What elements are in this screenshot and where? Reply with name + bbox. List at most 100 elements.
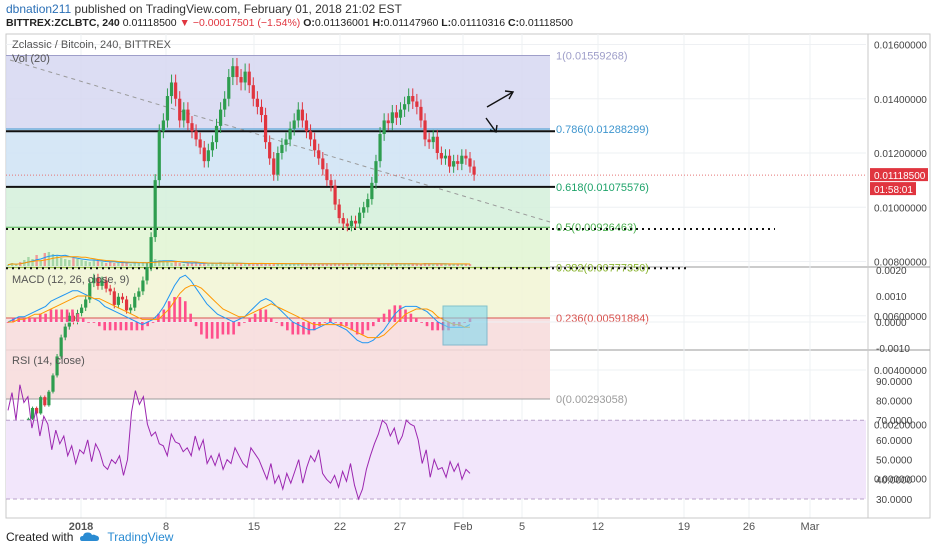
candle-body [39, 397, 43, 414]
volume-bar [125, 263, 128, 266]
footer: Created with TradingView [6, 530, 173, 544]
high-label: H: [372, 17, 384, 29]
candle-body [161, 120, 165, 132]
macd-histogram-bar [205, 322, 209, 339]
candle-body [243, 71, 247, 83]
volume-bar [256, 264, 259, 266]
macd-histogram-bar [221, 322, 225, 335]
macd-histogram-bar [334, 322, 337, 323]
volume-bar [194, 262, 198, 266]
volume-bar [207, 264, 210, 266]
volume-bar [427, 264, 431, 266]
candle-body [194, 131, 198, 140]
macd-histogram-bar [76, 313, 80, 322]
candle-body [398, 109, 403, 118]
candle-body [214, 125, 219, 143]
candle-body [325, 169, 329, 181]
candle-body [47, 391, 51, 406]
macd-histogram-bar [33, 317, 37, 322]
macd-histogram-bar [414, 317, 418, 322]
candle-body [472, 166, 476, 175]
candle-body [423, 120, 427, 140]
candle-body [129, 307, 133, 311]
volume-bar [460, 264, 464, 266]
volume-bar [174, 262, 177, 266]
candle-body [382, 120, 386, 135]
volume-bar [423, 263, 427, 266]
x-tick-label: 12 [592, 521, 604, 533]
volume-bar [407, 264, 410, 266]
fib-zone [6, 186, 550, 228]
down-arrow-icon [485, 117, 497, 133]
candle-body [67, 315, 71, 327]
volume-bar [378, 264, 382, 266]
macd-histogram-bar [398, 305, 402, 322]
volume-bar [141, 262, 145, 266]
down-arrow-head-icon [489, 124, 498, 133]
macd-histogram-bar [404, 309, 407, 322]
rsi-tick-label: 50.0000 [876, 456, 913, 467]
candle-body [165, 96, 170, 121]
high-value: 0.01147960 [383, 17, 439, 29]
volume-bar [391, 264, 394, 266]
macd-histogram-bar [146, 322, 149, 327]
candle-body [92, 277, 96, 284]
candle-body [304, 120, 309, 132]
candle-body [79, 307, 84, 314]
candle-body [198, 139, 202, 148]
candle-body [345, 223, 349, 227]
volume-bar [227, 264, 230, 266]
candle-body [407, 96, 411, 105]
candle-body [280, 144, 284, 153]
macd-histogram-bar [114, 322, 117, 331]
volume-bar [158, 260, 161, 266]
candle-body [182, 109, 186, 121]
candle-body [411, 96, 415, 102]
macd-pane-title: MACD (12, 26, close, 9) [12, 274, 129, 286]
macd-histogram-bar [28, 317, 31, 322]
macd-histogram-bar [350, 322, 354, 331]
candle-body [443, 155, 448, 159]
tradingview-link[interactable]: TradingView [107, 530, 174, 544]
volume-bar [182, 264, 186, 266]
macd-histogram-bar [339, 322, 343, 327]
macd-histogram-bar [329, 317, 332, 322]
macd-histogram-bar [280, 322, 284, 327]
created-with-label: Created with [6, 530, 74, 544]
candle-body [174, 82, 178, 99]
open-value: 0.01136001 [314, 17, 370, 29]
candle-body [308, 131, 313, 140]
macd-histogram-bar [65, 309, 69, 322]
macd-histogram-bar [87, 322, 90, 323]
candle-body [378, 134, 382, 162]
candle-body [333, 185, 337, 205]
volume-bar [317, 264, 320, 266]
macd-histogram-bar [183, 301, 187, 322]
candle-body [227, 77, 231, 99]
volume-bar [329, 264, 333, 266]
macd-histogram-bar [237, 322, 241, 327]
candle-body [145, 266, 149, 281]
volume-bar [350, 264, 353, 266]
volume-bar [186, 263, 190, 266]
change-value: −0.00017501 (−1.54%) [192, 17, 301, 29]
macd-histogram-bar [157, 313, 160, 322]
tradingview-cloud-icon [80, 532, 100, 541]
candle-body [153, 180, 157, 238]
macd-histogram-bar [119, 322, 123, 331]
author-link[interactable]: dbnation211 [6, 2, 72, 16]
macd-histogram-bar [243, 322, 246, 323]
macd-histogram-bar [232, 322, 235, 335]
price-tick-label: 0.01400000 [874, 95, 927, 106]
volume-bar [252, 263, 255, 266]
candle-body [223, 98, 227, 110]
countdown-label: 01:58:01 [874, 185, 913, 196]
countdown-badge [870, 182, 916, 196]
volume-bar [215, 264, 218, 266]
volume-bar [96, 261, 100, 266]
candle-body [288, 128, 292, 140]
macd-histogram-bar [60, 309, 64, 322]
rsi-tick-label: 30.0000 [876, 495, 913, 506]
macd-histogram-bar [49, 309, 53, 322]
